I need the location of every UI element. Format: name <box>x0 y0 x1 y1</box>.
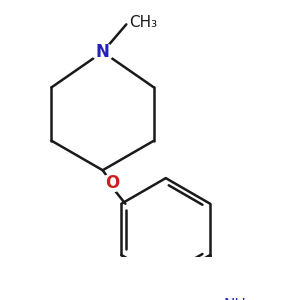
Text: N: N <box>96 43 110 61</box>
Text: O: O <box>105 174 119 192</box>
Text: CH₃: CH₃ <box>130 15 158 30</box>
Ellipse shape <box>92 43 114 61</box>
Ellipse shape <box>101 174 123 192</box>
Text: NH₂: NH₂ <box>224 298 253 300</box>
